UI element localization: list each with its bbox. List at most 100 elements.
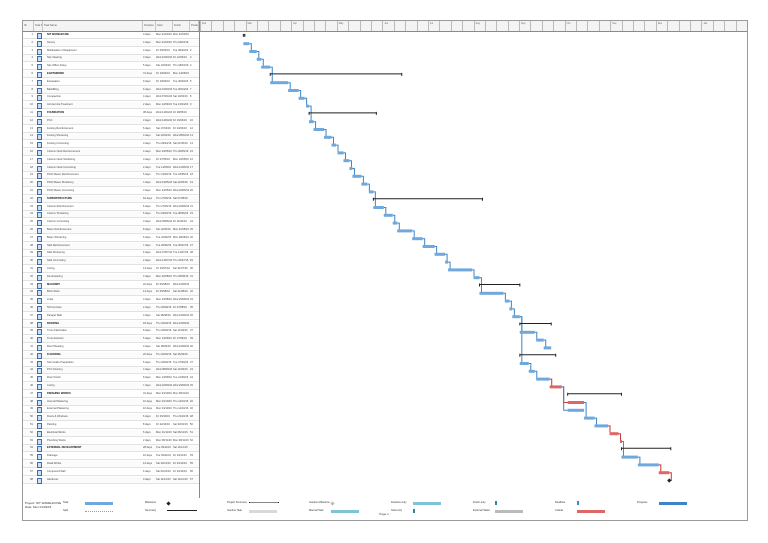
summary-task-row[interactable]: 54 EXTERNAL DEVELOPMENT 28 days Tue 09/11/1… bbox=[23, 445, 199, 453]
task-bar[interactable] bbox=[349, 167, 353, 170]
task-row[interactable]: 30 Slab Concreting 2 days Wed 14/07/16 Thu 1… bbox=[23, 258, 199, 266]
task-row[interactable]: 52 Electrical Works 6 days Mon 01/11/16 Sat … bbox=[23, 429, 199, 437]
summary-task-row[interactable]: 6 EARTHWORK 72 days Fri 19/03/16 Mon 14/06/1… bbox=[23, 71, 199, 78]
task-bar[interactable] bbox=[249, 50, 257, 53]
task-bar[interactable] bbox=[621, 455, 638, 459]
task-row[interactable]: 50 Doors & Windows 6 days Fri 15/10/16 Thu 2… bbox=[23, 414, 199, 422]
summary-bar[interactable] bbox=[519, 322, 552, 326]
summary-bar[interactable] bbox=[519, 353, 557, 357]
task-bar[interactable] bbox=[343, 159, 350, 163]
summary-bar[interactable] bbox=[567, 392, 622, 396]
summary-task-row[interactable]: 42 FLOORING 20 days Thu 02/09/16 Sat 25/09/1… bbox=[23, 351, 199, 359]
task-bar[interactable] bbox=[519, 362, 529, 365]
task-row[interactable]: 55 Drainage 10 days Tue 09/11/16 Fri 19/11/1… bbox=[23, 453, 199, 461]
header-predecessors[interactable]: Predecessors bbox=[190, 21, 199, 31]
task-row[interactable]: 32 De-shuttering 4 days Mon 02/08/16 Thu 05/… bbox=[23, 273, 199, 281]
task-bar[interactable] bbox=[361, 182, 368, 186]
task-row[interactable]: 57 Compound Wall 6 days Sat 04/12/16 Fri 10/… bbox=[23, 469, 199, 476]
task-row[interactable]: 20 Plinth Beam Shuttering 4 days Wed 19/05/… bbox=[23, 180, 199, 188]
task-row[interactable]: 21 Plinth Beam Concreting 3 days Mon 24/05/… bbox=[23, 188, 199, 195]
task-row[interactable]: 14 Footing Shuttering 4 days Sat 24/04/16 We… bbox=[23, 133, 199, 141]
milestone-marker[interactable] bbox=[667, 478, 672, 483]
task-bar[interactable] bbox=[306, 104, 310, 108]
task-bar[interactable] bbox=[519, 330, 535, 334]
task-row[interactable]: 25 Column Concreting 3 days Wed 09/06/16 Fri… bbox=[23, 219, 199, 227]
task-row[interactable]: 56 Road Works 12 days Sat 20/11/16 Fri 03/12… bbox=[23, 461, 199, 468]
task-row[interactable]: 12 PCC 3 days Wed 14/04/16 Fri 16/04/16 10 bbox=[23, 117, 199, 125]
summary-task-row[interactable]: 33 MASONRY 22 days Fri 06/08/16 Wed 01/09/16 bbox=[23, 282, 199, 289]
task-bar[interactable] bbox=[448, 268, 473, 272]
task-row[interactable]: 29 Slab Shuttering 6 days Wed 07/07/16 Tue 1… bbox=[23, 250, 199, 258]
task-row[interactable]: 9 Compaction 4 days Wed 07/04/16 Sat 10/04/1… bbox=[23, 94, 199, 102]
task-row[interactable]: 45 Floor Finish 8 days Mon 13/09/16 Tue 21/0… bbox=[23, 375, 199, 383]
task-row[interactable]: 41 Roof Sheeting 4 days Sat 18/09/16 Wed 22/… bbox=[23, 344, 199, 351]
summary-task-row[interactable]: 38 ROOFING 18 days Thu 02/09/16 Wed 22/09/16 bbox=[23, 320, 199, 328]
task-row[interactable]: 46 Curing 7 days Wed 22/09/16 Wed 29/09/16 45 bbox=[23, 383, 199, 390]
task-bar[interactable] bbox=[383, 213, 393, 217]
task-row[interactable]: 16 Column Neck Reinforcement 4 days Mon 03/… bbox=[23, 149, 199, 156]
header-id[interactable]: ID bbox=[23, 21, 34, 31]
task-bar[interactable] bbox=[434, 252, 446, 256]
task-row[interactable]: 15 Footing Concreting 3 days Thu 29/04/16 Sa… bbox=[23, 141, 199, 149]
task-row[interactable]: 7 Excavation 9 days Fri 19/03/16 Tue 30/03/1… bbox=[23, 79, 199, 86]
header-duration[interactable]: Duration bbox=[143, 21, 156, 31]
task-row[interactable]: 13 Footing Reinforcement 6 days Sat 17/04/1… bbox=[23, 126, 199, 133]
task-bar[interactable] bbox=[397, 229, 413, 233]
task-bar[interactable] bbox=[261, 65, 271, 69]
task-row[interactable]: 8 Backfilling 6 days Wed 31/03/16 Tue 06/04/… bbox=[23, 86, 199, 94]
summary-task-row[interactable]: 1 NIT WAREHOUSE 0 days Mon 01/03/16 Mon 01/0… bbox=[23, 32, 199, 39]
task-bar[interactable] bbox=[528, 369, 535, 373]
critical-task-bar[interactable] bbox=[619, 440, 622, 443]
task-row[interactable]: 24 Column Shuttering 5 days Thu 03/06/16 Tue… bbox=[23, 211, 199, 219]
task-row[interactable]: 31 Curing 14 days Fri 16/07/16 Sat 31/07/16 3… bbox=[23, 266, 199, 273]
task-row[interactable]: 39 Truss Fabrication 8 days Thu 02/09/16 Sat… bbox=[23, 328, 199, 336]
task-row[interactable]: 35 Lintel 3 days Mon 23/08/16 Wed 25/08/16 34 bbox=[23, 297, 199, 305]
task-bar[interactable] bbox=[536, 338, 544, 342]
task-bar[interactable] bbox=[512, 315, 520, 319]
task-row[interactable]: 44 PCC Flooring 4 days Wed 08/09/16 Sat 11/0… bbox=[23, 367, 199, 375]
critical-task-bar[interactable] bbox=[567, 401, 585, 404]
task-row[interactable]: 37 Parapet Wall 4 days Sat 28/08/16 Wed 01/0… bbox=[23, 313, 199, 320]
task-bar[interactable] bbox=[504, 299, 510, 303]
task-bar[interactable] bbox=[352, 174, 362, 178]
task-row[interactable]: 43 Sub Grade Preparation 5 days Thu 02/09/1… bbox=[23, 360, 199, 367]
task-row[interactable]: 27 Beam Shuttering 6 days Tue 22/06/16 Mon 2… bbox=[23, 235, 199, 242]
critical-task-bar[interactable] bbox=[658, 471, 670, 475]
task-row[interactable]: 58 Handover 0 days Sat 11/12/16 Sat 11/12/16… bbox=[23, 476, 199, 484]
task-bar[interactable] bbox=[368, 190, 374, 194]
task-row[interactable]: 36 Sill Concrete 2 days Thu 26/08/16 Fri 27/… bbox=[23, 305, 199, 312]
task-bar[interactable] bbox=[594, 424, 609, 428]
task-row[interactable]: 5 Site Office Setup 5 days Sat 13/03/16 Thu … bbox=[23, 63, 199, 71]
task-bar[interactable] bbox=[445, 260, 449, 264]
header-task-mode[interactable]: Task Mode bbox=[34, 21, 43, 31]
header-task-name[interactable]: Task Name bbox=[43, 21, 143, 31]
task-bar[interactable] bbox=[298, 96, 305, 100]
task-row[interactable]: 49 External Plastering 10 days Mon 04/10/16… bbox=[23, 406, 199, 414]
summary-bar[interactable] bbox=[308, 111, 377, 115]
task-bar[interactable] bbox=[288, 89, 299, 92]
header-finish[interactable]: Finish bbox=[173, 21, 190, 31]
summary-task-row[interactable]: 22 SUPERSTRUCTURE 64 days Thu 27/05/16 Sat 0… bbox=[23, 195, 199, 203]
task-bar[interactable] bbox=[422, 245, 435, 248]
task-row[interactable]: 51 Painting 8 days Fri 22/10/16 Sat 30/10/16… bbox=[23, 422, 199, 429]
summary-bar[interactable] bbox=[269, 72, 403, 76]
task-bar[interactable] bbox=[270, 81, 289, 85]
task-bar[interactable] bbox=[243, 42, 250, 46]
task-bar[interactable] bbox=[313, 128, 325, 131]
task-row[interactable]: 40 Truss Erection 5 days Mon 13/09/16 Fri 17… bbox=[23, 336, 199, 344]
task-row[interactable]: 23 Column Reinforcement 6 days Thu 27/05/16… bbox=[23, 204, 199, 211]
task-bar[interactable] bbox=[567, 408, 585, 412]
task-bar[interactable] bbox=[324, 135, 332, 139]
task-bar[interactable] bbox=[543, 346, 552, 350]
task-bar[interactable] bbox=[256, 57, 262, 61]
task-bar[interactable] bbox=[637, 463, 659, 467]
critical-task-bar[interactable] bbox=[609, 432, 619, 436]
task-bar[interactable] bbox=[331, 143, 337, 147]
task-bar[interactable] bbox=[509, 307, 513, 311]
task-row[interactable]: 18 Column Neck Concreting 2 days Tue 11/05/… bbox=[23, 164, 199, 172]
summary-bar[interactable] bbox=[372, 197, 483, 201]
summary-task-row[interactable]: 11 FOUNDATION 38 days Wed 14/04/16 Fri 28/05… bbox=[23, 110, 199, 117]
task-bar[interactable] bbox=[392, 221, 398, 225]
task-row[interactable]: 48 Internal Plastering 10 days Mon 04/10/16… bbox=[23, 398, 199, 406]
task-row[interactable]: 28 Slab Reinforcement 7 days Tue 29/06/16 Tu… bbox=[23, 242, 199, 250]
